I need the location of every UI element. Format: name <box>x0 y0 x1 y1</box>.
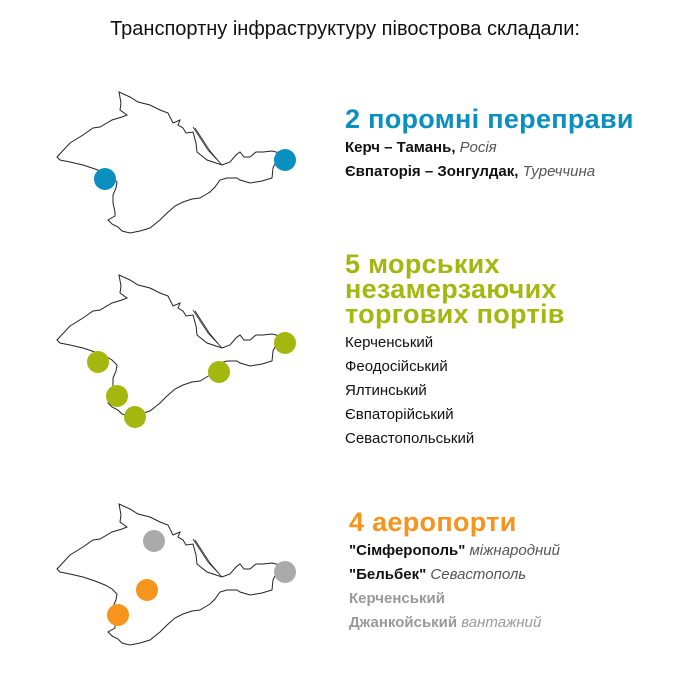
coastline <box>56 503 281 646</box>
ports-section: 5 морських незамерзаючих торгових портів… <box>345 249 565 451</box>
airport-marker-simferopol <box>136 579 158 601</box>
airport-name: "Сімферополь" <box>349 542 466 559</box>
port-item: Керченський <box>345 334 434 351</box>
coastline <box>56 91 281 234</box>
ferry-marker-kerch <box>274 149 296 171</box>
airport-item: "Бельбек" Севастополь <box>349 563 560 587</box>
airport-note: вантажний <box>461 614 542 631</box>
ferry-route: Євпаторія – Зонгулдак, <box>345 163 519 180</box>
airports-section: 4 аеропорти "Сімферополь" міжнародний "Б… <box>349 507 560 635</box>
airport-item: Керченський <box>349 587 560 611</box>
ferry-marker-yevpatoria <box>94 168 116 190</box>
airport-marker-kerch <box>274 561 296 583</box>
port-item: Ялтинський <box>345 382 427 399</box>
airport-marker-dzhankoi <box>143 530 165 552</box>
port-marker-sevastopol <box>106 385 128 407</box>
airport-name: Джанкойський <box>349 614 458 631</box>
airport-name: Керченський <box>349 590 445 607</box>
port-marker-yevpatoria <box>87 351 109 373</box>
airport-item: Джанкойський вантажний <box>349 611 560 635</box>
ferry-item: Євпаторія – Зонгулдак, Туреччина <box>345 160 634 184</box>
port-item: Євпаторійський <box>345 406 454 423</box>
ports-heading-line: 5 морських <box>345 249 500 279</box>
port-item: Феодосійський <box>345 358 448 375</box>
ferries-heading: 2 поромні переправи <box>345 104 634 134</box>
crimea-map-ferries <box>50 85 300 245</box>
ferry-country: Росія <box>459 139 497 156</box>
ferries-section: 2 поромні переправи Керч – Тамань, Росія… <box>345 104 634 184</box>
ferry-country: Туреччина <box>522 163 596 180</box>
ferry-item: Керч – Тамань, Росія <box>345 136 634 160</box>
ports-heading-line: торгових портів <box>345 299 565 329</box>
arabat-spit <box>192 309 223 349</box>
airport-note: Севастополь <box>430 566 527 583</box>
port-marker-kerch <box>274 332 296 354</box>
crimea-outline <box>56 503 281 646</box>
ports-heading-line: незамерзаючих <box>345 274 557 304</box>
airports-heading: 4 аеропорти <box>349 507 517 537</box>
airport-name: "Бельбек" <box>349 566 427 583</box>
arabat-spit <box>192 538 223 578</box>
port-marker-feodosia <box>208 361 230 383</box>
airport-marker-belbek <box>107 604 129 626</box>
crimea-outline <box>56 274 281 417</box>
ferry-route: Керч – Тамань, <box>345 139 456 156</box>
crimea-map-ports <box>50 268 300 428</box>
arabat-spit <box>192 126 223 166</box>
port-marker-yalta <box>124 406 146 428</box>
coastline <box>56 274 281 417</box>
crimea-map-airports <box>50 497 300 657</box>
port-item: Севастопольський <box>345 430 475 447</box>
airport-note: міжнародний <box>469 542 560 559</box>
page-title: Транспортну інфраструктуру півострова ск… <box>110 18 580 40</box>
crimea-outline <box>56 91 281 234</box>
airport-item: "Сімферополь" міжнародний <box>349 539 560 563</box>
